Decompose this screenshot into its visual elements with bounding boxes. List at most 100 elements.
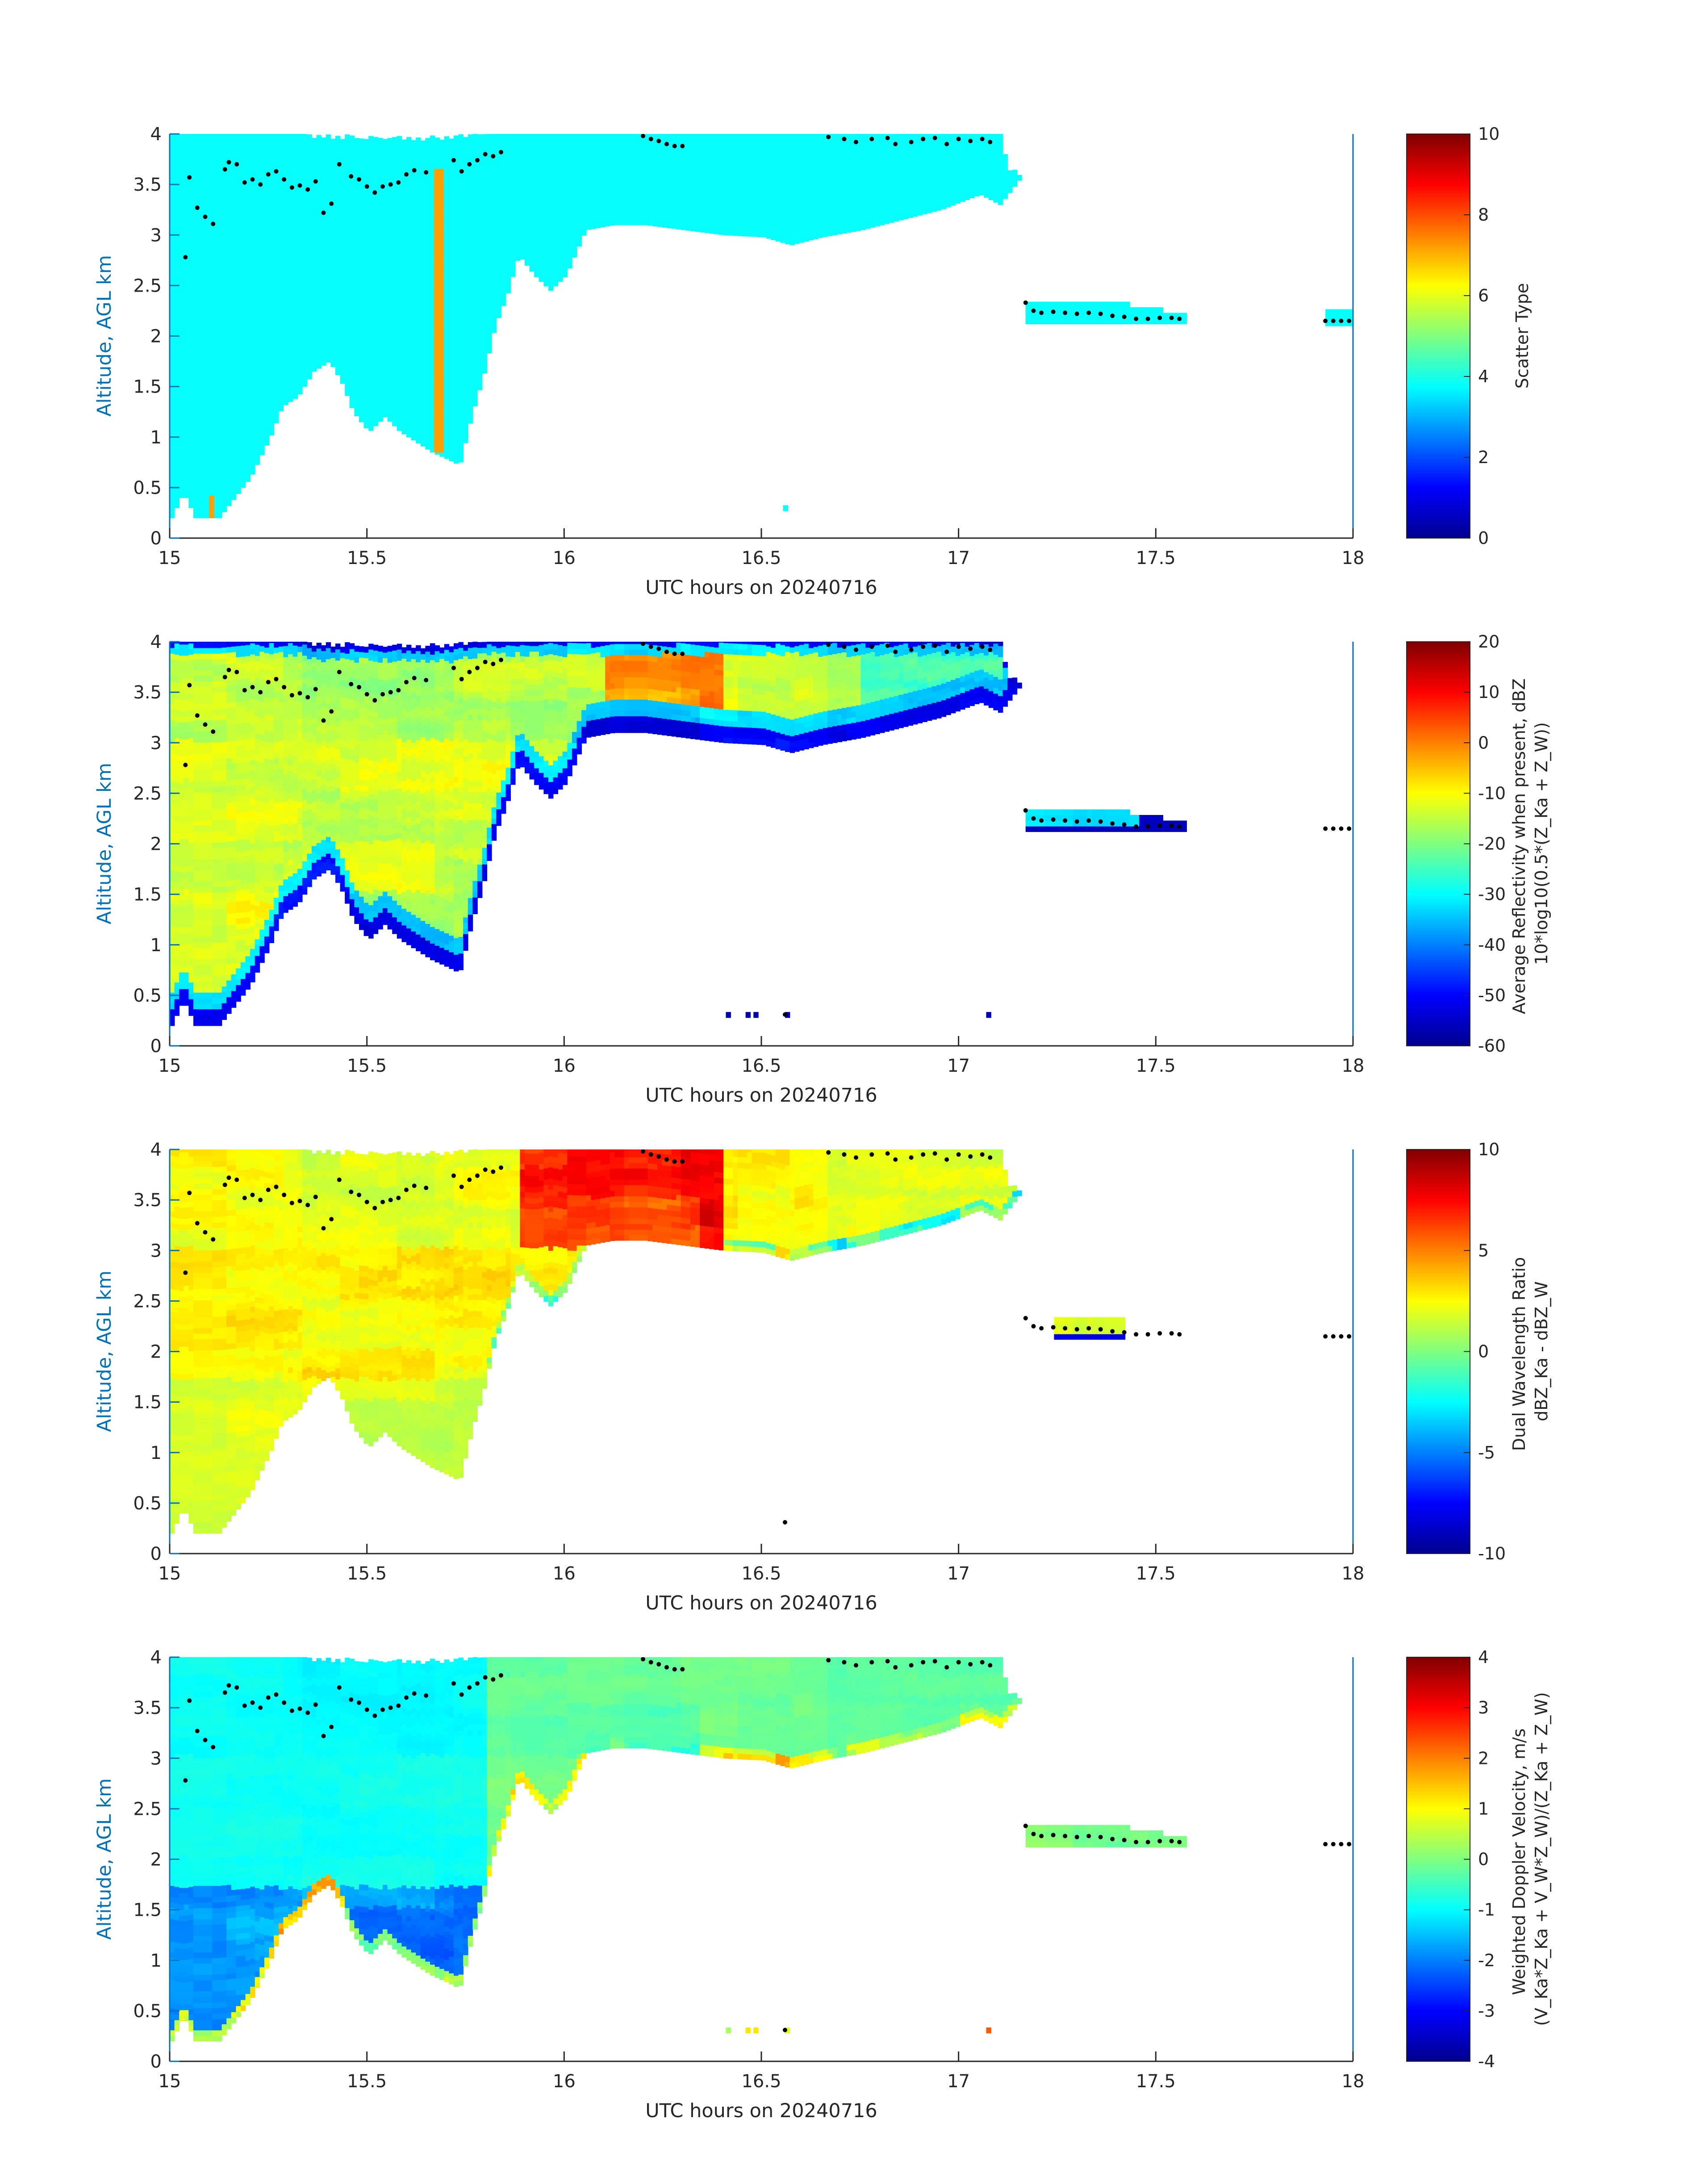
heatmap-cell bbox=[231, 171, 237, 178]
heatmap-cell bbox=[766, 227, 771, 234]
heatmap-cell bbox=[221, 478, 227, 485]
heatmap-cell bbox=[685, 152, 691, 159]
heatmap-cell bbox=[458, 390, 464, 396]
heatmap-cell bbox=[591, 206, 596, 213]
heatmap-cell bbox=[728, 230, 734, 236]
heatmap-cell bbox=[283, 238, 288, 244]
heatmap-cell bbox=[454, 435, 459, 442]
heatmap-cell bbox=[425, 399, 430, 405]
heatmap-cell bbox=[269, 251, 274, 258]
heatmap-cell bbox=[363, 278, 369, 284]
heatmap-cell bbox=[430, 341, 435, 347]
heatmap-cell bbox=[255, 287, 260, 293]
heatmap-cell bbox=[207, 468, 213, 474]
heatmap-cell bbox=[638, 169, 643, 175]
heatmap-cell bbox=[690, 192, 696, 198]
heatmap-cell bbox=[728, 202, 734, 208]
heatmap-cell bbox=[326, 246, 331, 252]
heatmap-cell bbox=[245, 326, 251, 332]
heatmap-cell bbox=[681, 157, 686, 163]
heatmap-cell bbox=[534, 134, 539, 138]
heatmap-cell bbox=[510, 205, 516, 211]
heatmap-cell bbox=[288, 263, 293, 269]
heatmap-cell bbox=[411, 273, 416, 280]
heatmap-cell bbox=[406, 154, 412, 160]
heatmap-cell bbox=[387, 377, 393, 383]
heatmap-cell bbox=[212, 179, 217, 185]
heatmap-cell bbox=[416, 221, 421, 227]
heatmap-cell bbox=[681, 152, 686, 158]
heatmap-cell bbox=[581, 230, 587, 236]
heatmap-cell bbox=[184, 459, 189, 465]
heatmap-cell bbox=[297, 260, 303, 267]
heatmap-cell bbox=[638, 142, 643, 148]
heatmap-cell bbox=[482, 178, 487, 185]
heatmap-cell bbox=[326, 156, 331, 163]
heatmap-cell bbox=[401, 301, 407, 307]
heatmap-cell bbox=[226, 372, 232, 379]
heatmap-cell bbox=[449, 383, 454, 389]
heatmap-cell bbox=[274, 317, 279, 323]
heatmap-cell bbox=[250, 424, 255, 430]
heatmap-cell bbox=[170, 184, 175, 191]
heatmap-cell bbox=[477, 234, 483, 240]
heatmap-cell bbox=[193, 201, 199, 207]
heatmap-cell bbox=[505, 254, 511, 260]
heatmap-cell bbox=[221, 295, 227, 301]
heatmap-cell bbox=[444, 414, 450, 420]
heatmap-cell bbox=[316, 257, 322, 263]
heatmap-cell bbox=[321, 176, 326, 183]
heatmap-cell bbox=[198, 134, 203, 135]
heatmap-cell bbox=[292, 326, 298, 333]
heatmap-cell bbox=[472, 156, 478, 162]
heatmap-cell bbox=[477, 262, 483, 268]
heatmap-cell bbox=[425, 343, 430, 350]
heatmap-cell bbox=[416, 259, 421, 266]
heatmap-cell bbox=[174, 441, 180, 447]
heatmap-cell bbox=[345, 201, 350, 207]
heatmap-cell bbox=[349, 258, 355, 264]
heatmap-cell bbox=[491, 266, 497, 272]
heatmap-cell bbox=[278, 383, 284, 389]
heatmap-cell bbox=[179, 236, 184, 242]
heatmap-cell bbox=[259, 238, 265, 244]
heatmap-cell bbox=[278, 183, 284, 189]
heatmap-cell bbox=[264, 150, 270, 157]
heatmap-cell bbox=[430, 369, 435, 375]
heatmap-cell bbox=[174, 169, 180, 175]
heatmap-cell bbox=[704, 149, 710, 155]
heatmap-cell bbox=[733, 169, 738, 175]
heatmap-cell bbox=[292, 154, 298, 160]
heatmap-cell bbox=[179, 253, 184, 259]
heatmap-cell bbox=[359, 150, 364, 156]
heatmap-cell bbox=[662, 149, 667, 155]
heatmap-cell bbox=[174, 452, 180, 458]
heatmap-cell bbox=[174, 363, 180, 369]
heatmap-cell bbox=[207, 212, 213, 218]
heatmap-cell bbox=[614, 169, 620, 175]
heatmap-cell bbox=[771, 206, 776, 213]
heatmap-cell bbox=[283, 271, 288, 277]
heatmap-cell bbox=[662, 144, 667, 150]
heatmap-cell bbox=[354, 227, 359, 233]
heatmap-cell bbox=[472, 389, 478, 396]
heatmap-cell bbox=[184, 159, 189, 165]
heatmap-cell bbox=[221, 251, 227, 257]
heatmap-cell bbox=[283, 382, 288, 389]
heatmap-cell bbox=[558, 198, 563, 204]
heatmap-cell bbox=[278, 400, 284, 406]
heatmap-cell bbox=[188, 313, 194, 319]
heatmap-cell bbox=[378, 227, 383, 233]
heatmap-cell bbox=[510, 149, 516, 155]
heatmap-cell bbox=[236, 293, 241, 300]
heatmap-cell bbox=[771, 145, 776, 151]
heatmap-cell bbox=[752, 164, 757, 171]
heatmap-cell bbox=[373, 420, 379, 426]
heatmap-cell bbox=[454, 335, 459, 342]
heatmap-cell bbox=[198, 406, 203, 413]
heatmap-cell bbox=[482, 323, 487, 329]
heatmap-cell bbox=[468, 284, 473, 291]
heatmap-cell bbox=[643, 202, 648, 209]
heatmap-cell bbox=[406, 387, 412, 393]
heatmap-cell bbox=[638, 158, 643, 164]
